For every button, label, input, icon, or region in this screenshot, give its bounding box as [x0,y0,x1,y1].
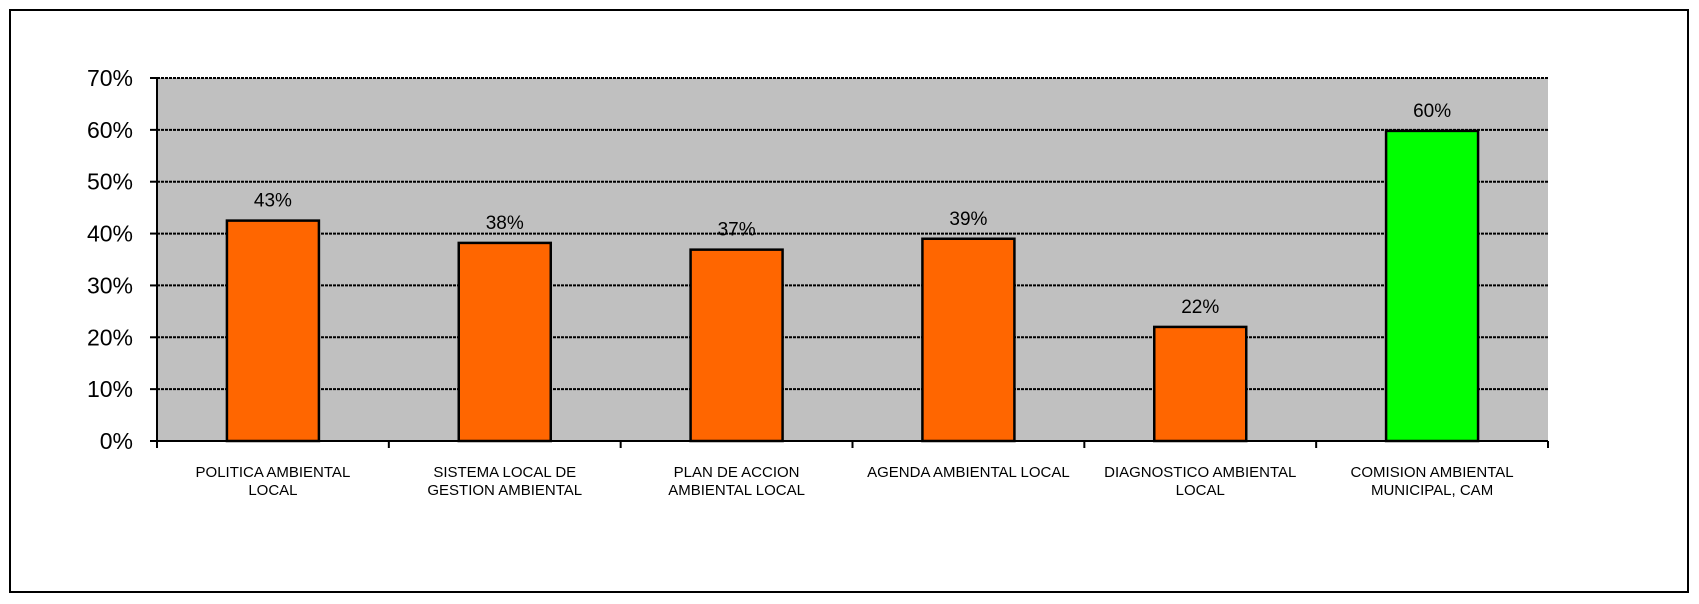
x-category-label: POLITICA AMBIENTAL LOCAL [196,464,351,499]
data-label: 37% [718,220,756,241]
labels: 0% 10% 20% 30% 40% 50% 60% 70% 43% POLITICA AMBIE… [87,65,1514,499]
plot-area [157,78,1548,441]
bars [225,129,1480,443]
y-tick-label: 20% [87,324,133,350]
x-category-label: AGENDA AMBIENTAL LOCAL [867,464,1070,481]
x-category-label: SISTEMA LOCAL DE GESTION AMBIENTAL [427,464,582,499]
bar [921,237,1016,443]
data-label: 60% [1413,101,1451,122]
y-tick-label: 0% [100,428,133,454]
bar [1384,129,1480,443]
y-tick-label: 70% [87,65,133,91]
axes [150,77,1549,448]
data-label: 22% [1181,297,1219,318]
y-tick-label: 10% [87,376,133,402]
bar [689,248,784,443]
y-tick-label: 50% [87,169,133,195]
data-label: 43% [254,191,292,212]
bar [1153,325,1248,443]
x-category-label: COMISION AMBIENTAL MUNICIPAL, CAM [1351,464,1514,499]
bar [457,241,552,443]
data-label: 38% [486,213,524,234]
data-label: 39% [949,209,987,230]
y-tick-label: 30% [87,272,133,298]
y-tick-label: 40% [87,221,133,247]
bar [225,219,321,443]
y-tick-label: 60% [87,117,133,143]
x-category-label: PLAN DE ACCION AMBIENTAL LOCAL [668,464,805,499]
x-category-label: DIAGNOSTICO AMBIENTAL LOCAL [1104,464,1296,499]
